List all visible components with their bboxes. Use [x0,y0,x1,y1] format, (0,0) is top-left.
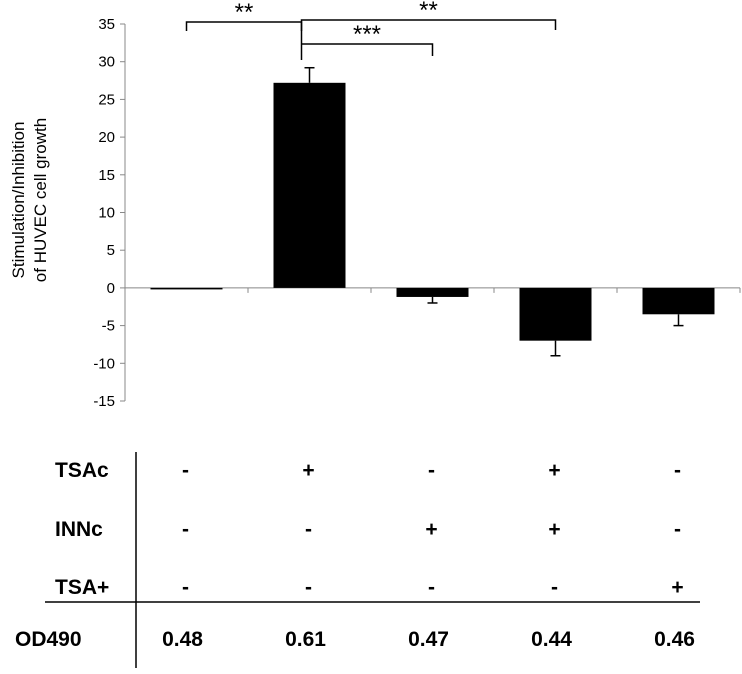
y-tick-label: 30 [98,54,115,71]
od-value: 0.44 [531,628,572,651]
condition-sign: - [428,459,435,482]
condition-sign: - [182,518,189,541]
y-tick-label: 35 [98,16,115,33]
y-tick-label: -10 [93,355,115,372]
od-value: 0.47 [408,628,449,651]
y-tick-label: 20 [98,129,115,146]
row-label-tsac: TSAc [55,459,109,482]
condition-sign: - [551,576,558,599]
significance-bracket [301,43,434,56]
bar-3 [396,287,469,297]
y-tick-label: -5 [102,318,115,335]
condition-sign: - [305,576,312,599]
condition-sign: - [182,459,189,482]
condition-sign: - [182,576,189,599]
condition-sign: + [548,459,560,482]
condition-sign: + [425,518,437,541]
y-tick-label: 10 [98,205,115,222]
bar-1 [150,287,223,290]
condition-sign: + [548,518,560,541]
row-label-tsa-plus: TSA+ [55,576,109,599]
y-tick-label: 0 [107,280,115,297]
bar-4 [519,287,592,341]
condition-sign: - [674,518,681,541]
bar-5 [642,287,715,315]
od-value: 0.61 [285,628,326,651]
condition-sign: - [674,459,681,482]
y-tick-label: 15 [98,167,115,184]
y-tick-label: 25 [98,91,115,108]
significance-bracket [300,19,557,60]
significance-label: ** [235,0,254,26]
condition-sign: + [671,576,683,599]
y-tick-label: 5 [107,242,115,259]
y-tick-label: -15 [93,393,115,410]
significance-label: *** [353,21,381,48]
condition-sign: - [305,518,312,541]
bar-2 [273,82,346,288]
significance-label: ** [419,0,438,24]
condition-sign: - [428,576,435,599]
condition-sign: + [302,459,314,482]
row-label-innc: INNc [55,518,103,541]
od-value: 0.48 [162,628,203,651]
od-row-label: OD490 [15,628,82,651]
od-value: 0.46 [654,628,695,651]
